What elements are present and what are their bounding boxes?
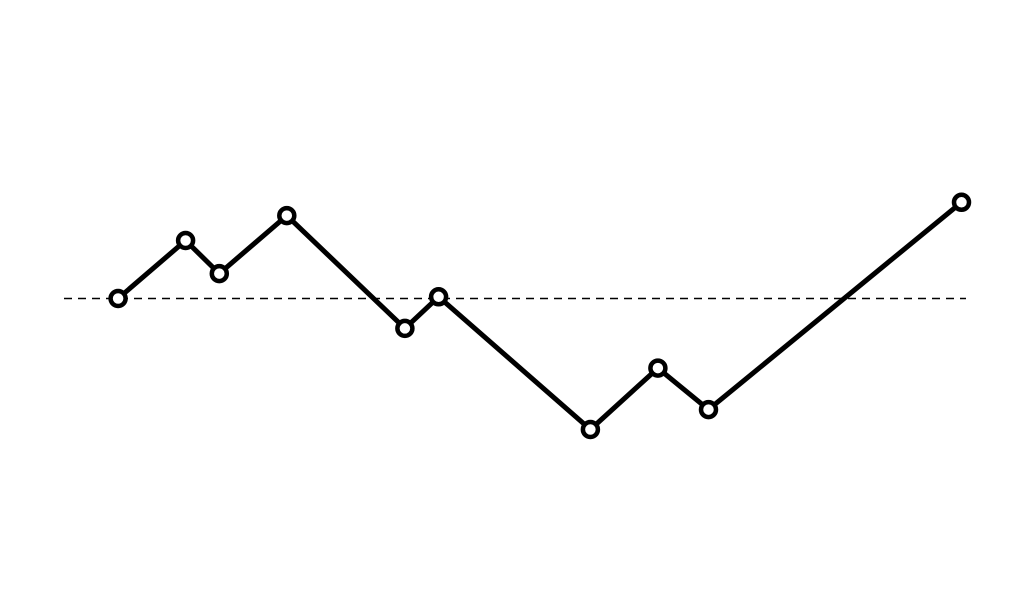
marker-layer bbox=[108, 192, 972, 440]
data-point bbox=[951, 192, 972, 213]
data-point bbox=[580, 419, 601, 440]
data-point bbox=[209, 263, 230, 284]
data-point bbox=[648, 358, 668, 378]
series-line bbox=[115, 199, 964, 432]
data-point bbox=[428, 287, 449, 307]
data-point bbox=[108, 288, 128, 309]
data-point bbox=[175, 230, 196, 251]
data-point bbox=[698, 399, 719, 420]
data-point bbox=[277, 205, 297, 226]
data-point bbox=[395, 318, 415, 339]
series-layer bbox=[115, 199, 964, 432]
